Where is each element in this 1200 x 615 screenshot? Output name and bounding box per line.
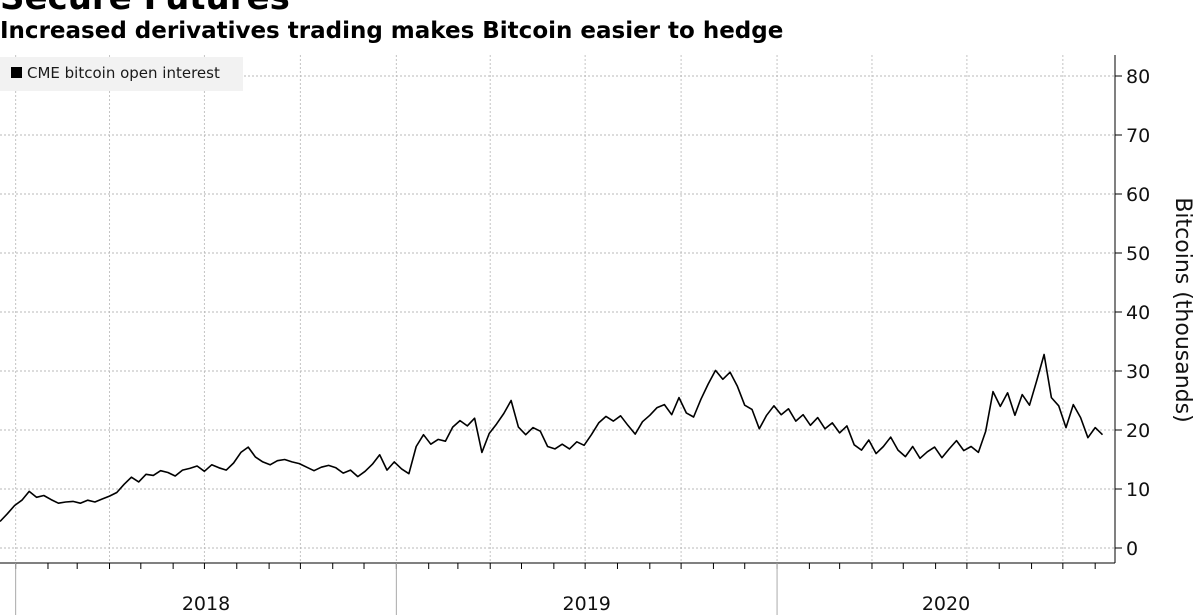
- x-axis-ticks: 2018 2019 2020: [15, 563, 1096, 615]
- legend-swatch: [11, 67, 22, 78]
- y-tick-label: 20: [1126, 420, 1150, 442]
- y-tick-label: 50: [1126, 243, 1150, 265]
- legend-background: [0, 57, 243, 91]
- y-tick-label: 70: [1126, 125, 1150, 147]
- y-axis-title: Bitcoins (thousands): [1170, 197, 1195, 422]
- chart-subtitle: Increased derivatives trading makes Bitc…: [0, 18, 784, 44]
- y-tick-label: 80: [1126, 66, 1150, 88]
- y-tick-label: 40: [1126, 302, 1150, 324]
- series-line-0: [0, 353, 1104, 523]
- y-tick-label: 60: [1126, 184, 1150, 206]
- x-tick-label: 2020: [922, 593, 970, 615]
- horizontal-gridlines: [0, 75, 1115, 549]
- y-tick-label: 0: [1126, 538, 1138, 560]
- y-tick-label: 10: [1126, 479, 1150, 501]
- headline: Secure Futures: [0, 0, 290, 18]
- x-tick-label: 2019: [563, 593, 611, 615]
- vertical-gridlines: [15, 55, 1064, 563]
- x-tick-label: 2018: [182, 593, 230, 615]
- y-tick-label: 30: [1126, 361, 1150, 383]
- series-layer: [0, 353, 1104, 523]
- y-axis-ticks: 0 10 20 30 40 50 60 70 80: [1115, 66, 1150, 560]
- legend: CME bitcoin open interest: [0, 57, 243, 91]
- legend-label: CME bitcoin open interest: [27, 64, 220, 82]
